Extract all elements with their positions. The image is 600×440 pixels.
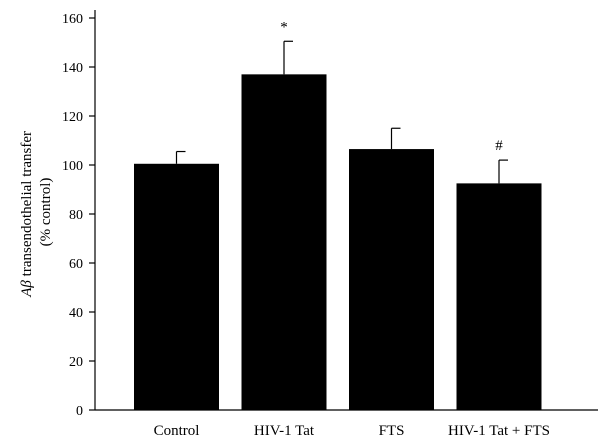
y-tick-label: 120 xyxy=(62,110,83,125)
y-tick-label: 20 xyxy=(69,355,83,370)
x-tick-label: FTS xyxy=(379,423,405,439)
x-tick-label: HIV-1 Tat xyxy=(254,423,315,439)
significance-marker: # xyxy=(495,138,503,154)
x-tick-label: Control xyxy=(154,423,200,439)
y-tick-label: 40 xyxy=(69,306,83,321)
x-axis: Control HIV-1 Tat FTS HIV-1 Tat + FTS xyxy=(95,409,598,439)
y-tick-label: 80 xyxy=(69,208,83,223)
y-tick-label: 60 xyxy=(69,257,83,272)
bar xyxy=(349,149,434,410)
y-axis-title: Aβ transendothelial transfer (% control) xyxy=(19,127,54,298)
y-tick-label: 0 xyxy=(76,404,83,419)
y-tick-label: 100 xyxy=(62,159,83,174)
significance-marker: * xyxy=(280,19,288,35)
bar xyxy=(241,74,327,410)
bars-group: *# xyxy=(134,19,542,410)
y-axis: 0 20 40 60 80 100 120 140 160 xyxy=(62,10,96,419)
x-tick-label: HIV-1 Tat + FTS xyxy=(448,423,550,439)
bar xyxy=(134,163,219,410)
y-axis-title-line1: Aβ transendothelial transfer xyxy=(19,131,35,298)
y-axis-title-line2: (% control) xyxy=(38,178,54,247)
y-tick-label: 160 xyxy=(62,12,83,27)
bar xyxy=(456,183,542,410)
y-tick-label: 140 xyxy=(62,61,83,76)
